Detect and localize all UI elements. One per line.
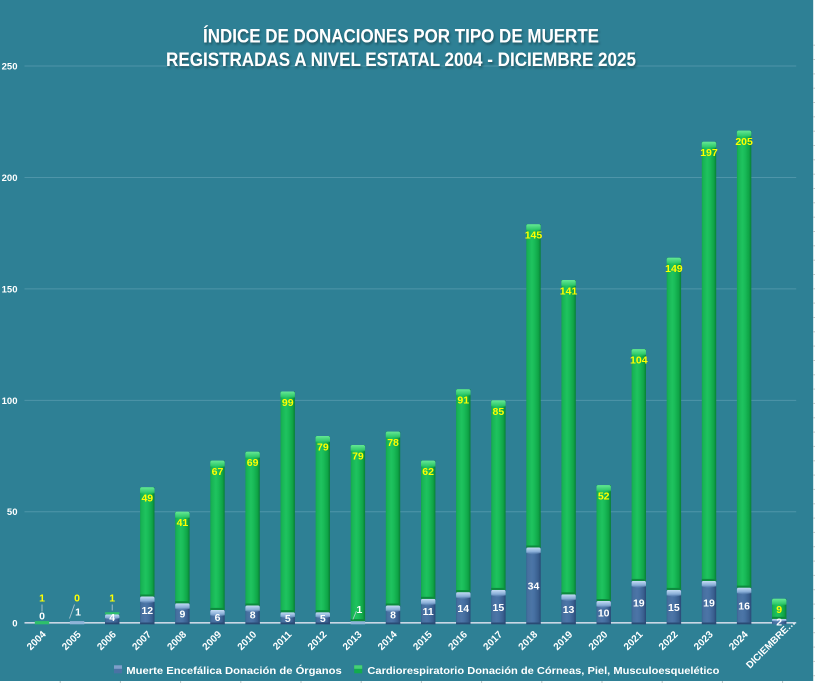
svg-text:150: 150 [2,284,18,295]
svg-text:200: 200 [2,173,18,184]
svg-text:34: 34 [528,581,540,593]
svg-text:197: 197 [700,147,718,159]
svg-text:5: 5 [320,613,326,625]
svg-text:250: 250 [2,61,18,72]
svg-text:69: 69 [247,457,259,469]
svg-text:1: 1 [75,607,81,619]
svg-text:10: 10 [598,607,610,619]
svg-text:8: 8 [250,610,256,622]
svg-text:6: 6 [215,612,221,624]
svg-text:ÍNDICE DE DONACIONES POR TIPO: ÍNDICE DE DONACIONES POR TIPO DE MUERTE [203,26,599,48]
svg-text:52: 52 [598,491,610,503]
svg-text:4: 4 [109,612,115,624]
svg-text:5: 5 [285,613,291,625]
svg-text:49: 49 [141,493,153,505]
svg-text:41: 41 [177,517,189,529]
svg-text:1: 1 [109,592,115,604]
svg-text:85: 85 [493,406,505,418]
svg-text:19: 19 [633,597,645,609]
svg-text:91: 91 [457,395,469,407]
svg-text:79: 79 [317,441,329,453]
svg-text:50: 50 [7,507,18,518]
svg-text:145: 145 [525,230,543,242]
svg-text:9: 9 [179,609,185,621]
svg-text:16: 16 [738,601,750,613]
svg-text:19: 19 [703,597,715,609]
svg-text:0: 0 [12,619,17,630]
svg-text:67: 67 [212,466,224,478]
svg-text:79: 79 [352,450,364,462]
svg-text:13: 13 [563,604,575,616]
svg-text:205: 205 [735,136,753,148]
svg-text:REGISTRADAS A NIVEL ESTATAL 20: REGISTRADAS A NIVEL ESTATAL 2004 - DICIE… [166,50,636,71]
svg-text:104: 104 [630,355,648,367]
svg-text:Muerte Encefálica Donación de: Muerte Encefálica Donación de Órganos [126,664,342,677]
svg-text:14: 14 [457,603,469,615]
svg-text:8: 8 [390,610,396,622]
svg-text:15: 15 [493,602,505,614]
svg-text:Cardiorespiratorio Donación de: Cardiorespiratorio Donación de Córneas, … [367,665,719,677]
svg-text:78: 78 [387,437,399,449]
svg-text:12: 12 [141,605,153,617]
svg-text:100: 100 [2,396,18,407]
svg-text:11: 11 [423,606,434,618]
svg-text:1: 1 [356,604,362,616]
svg-text:0: 0 [74,592,80,604]
svg-text:15: 15 [668,602,680,614]
svg-text:149: 149 [665,263,683,275]
svg-text:0: 0 [39,610,45,622]
svg-text:62: 62 [422,466,434,478]
svg-text:99: 99 [282,397,294,409]
svg-text:1: 1 [39,592,45,604]
svg-text:2: 2 [776,616,782,628]
svg-text:9: 9 [776,604,782,616]
svg-text:141: 141 [560,285,578,297]
